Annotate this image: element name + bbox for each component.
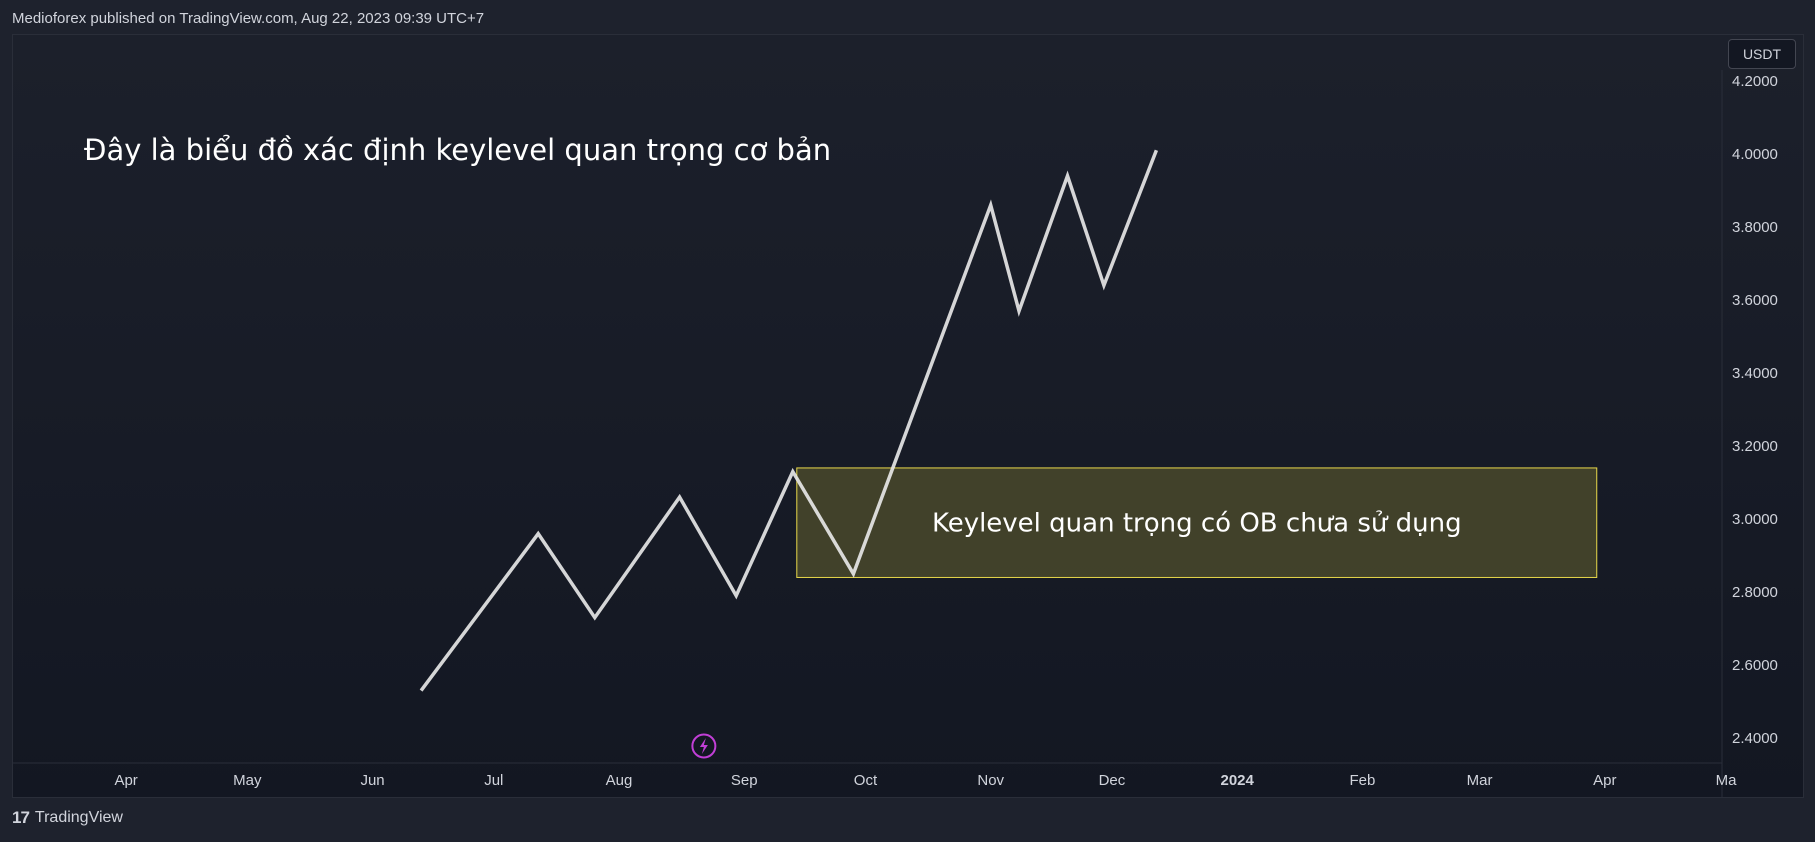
x-tick-label: 2024: [1220, 772, 1254, 789]
y-tick-label: 3.8000: [1732, 219, 1778, 236]
chart-frame: [12, 34, 1804, 798]
x-tick-label: Aug: [606, 772, 633, 789]
y-tick-label: 4.2000: [1732, 73, 1778, 90]
y-tick-label: 4.0000: [1732, 146, 1778, 163]
x-tick-label: Mar: [1467, 772, 1493, 789]
tradingview-brand-label: TradingView: [34, 809, 123, 826]
x-tick-label: Jul: [484, 772, 503, 789]
keylevel-zone-label: Keylevel quan trọng có OB chưa sử dụng: [932, 509, 1462, 539]
event-marker-bolt: [699, 738, 708, 754]
chart-title: Đây là biểu đồ xác định keylevel quan tr…: [84, 133, 831, 167]
x-tick-label: Dec: [1099, 772, 1126, 789]
x-tick-label: Nov: [977, 772, 1004, 789]
y-tick-label: 3.6000: [1732, 292, 1778, 309]
y-tick-label: 2.8000: [1732, 584, 1778, 601]
x-tick-label: Oct: [854, 772, 878, 789]
y-tick-label: 2.6000: [1732, 657, 1778, 674]
y-tick-label: 3.0000: [1732, 511, 1778, 528]
x-tick-label: Ma: [1716, 772, 1737, 789]
x-tick-label: Jun: [360, 772, 384, 789]
x-tick-label: Sep: [731, 772, 758, 789]
y-tick-label: 2.4000: [1732, 730, 1778, 747]
x-tick-label: Apr: [1593, 772, 1616, 789]
x-tick-label: May: [233, 772, 262, 789]
tradingview-logo-icon: 17: [12, 808, 30, 827]
keylevel-zone-box[interactable]: [796, 467, 1598, 578]
published-info: Medioforex published on TradingView.com,…: [12, 10, 485, 27]
x-tick-label: Apr: [114, 772, 137, 789]
lightning-icon[interactable]: [691, 733, 717, 759]
y-tick-label: 3.4000: [1732, 365, 1778, 382]
footer-branding[interactable]: 17 TradingView: [12, 808, 123, 828]
price-line-series: [419, 149, 1159, 692]
currency-selector-button[interactable]: USDT: [1728, 39, 1796, 69]
x-tick-label: Feb: [1349, 772, 1375, 789]
y-tick-label: 3.2000: [1732, 438, 1778, 455]
